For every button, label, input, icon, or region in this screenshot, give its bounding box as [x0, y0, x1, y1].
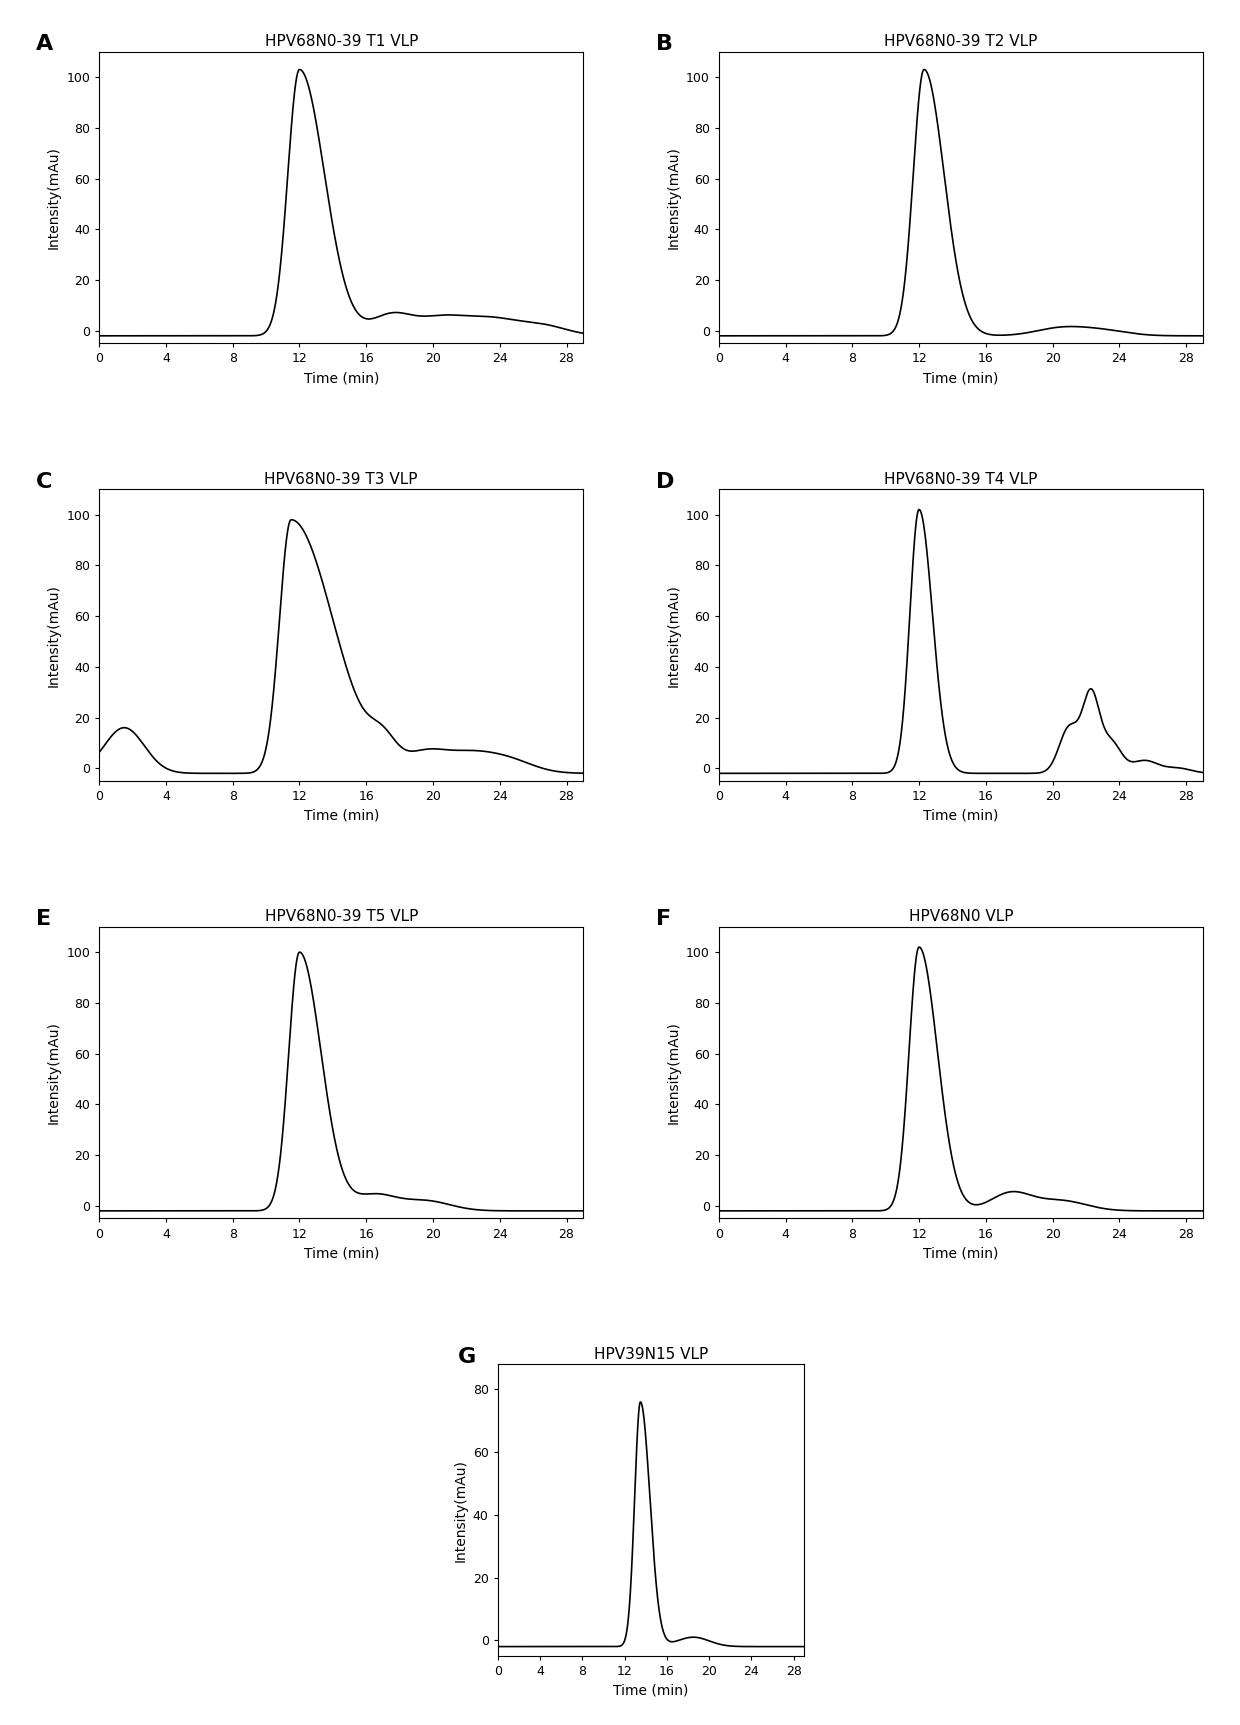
Text: C: C — [36, 471, 52, 492]
Y-axis label: Intensity(mAu): Intensity(mAu) — [47, 1021, 61, 1125]
Y-axis label: Intensity(mAu): Intensity(mAu) — [47, 147, 61, 248]
Text: A: A — [36, 34, 53, 53]
Text: F: F — [656, 909, 671, 930]
Title: HPV39N15 VLP: HPV39N15 VLP — [594, 1347, 708, 1361]
Y-axis label: Intensity(mAu): Intensity(mAu) — [47, 583, 61, 687]
X-axis label: Time (min): Time (min) — [923, 1245, 998, 1259]
Title: HPV68N0-39 T2 VLP: HPV68N0-39 T2 VLP — [884, 34, 1038, 50]
X-axis label: Time (min): Time (min) — [304, 809, 379, 823]
X-axis label: Time (min): Time (min) — [923, 371, 998, 385]
Text: G: G — [458, 1347, 476, 1366]
X-axis label: Time (min): Time (min) — [923, 809, 998, 823]
Text: D: D — [656, 471, 675, 492]
Y-axis label: Intensity(mAu): Intensity(mAu) — [453, 1459, 467, 1561]
Y-axis label: Intensity(mAu): Intensity(mAu) — [666, 583, 681, 687]
Title: HPV68N0 VLP: HPV68N0 VLP — [909, 909, 1013, 925]
Title: HPV68N0-39 T5 VLP: HPV68N0-39 T5 VLP — [264, 909, 418, 925]
Y-axis label: Intensity(mAu): Intensity(mAu) — [666, 147, 681, 248]
Text: B: B — [656, 34, 673, 53]
Title: HPV68N0-39 T4 VLP: HPV68N0-39 T4 VLP — [884, 471, 1038, 486]
Text: E: E — [36, 909, 51, 930]
X-axis label: Time (min): Time (min) — [304, 371, 379, 385]
X-axis label: Time (min): Time (min) — [614, 1684, 688, 1697]
Y-axis label: Intensity(mAu): Intensity(mAu) — [666, 1021, 681, 1125]
X-axis label: Time (min): Time (min) — [304, 1245, 379, 1259]
Title: HPV68N0-39 T1 VLP: HPV68N0-39 T1 VLP — [264, 34, 418, 50]
Title: HPV68N0-39 T3 VLP: HPV68N0-39 T3 VLP — [264, 471, 418, 486]
